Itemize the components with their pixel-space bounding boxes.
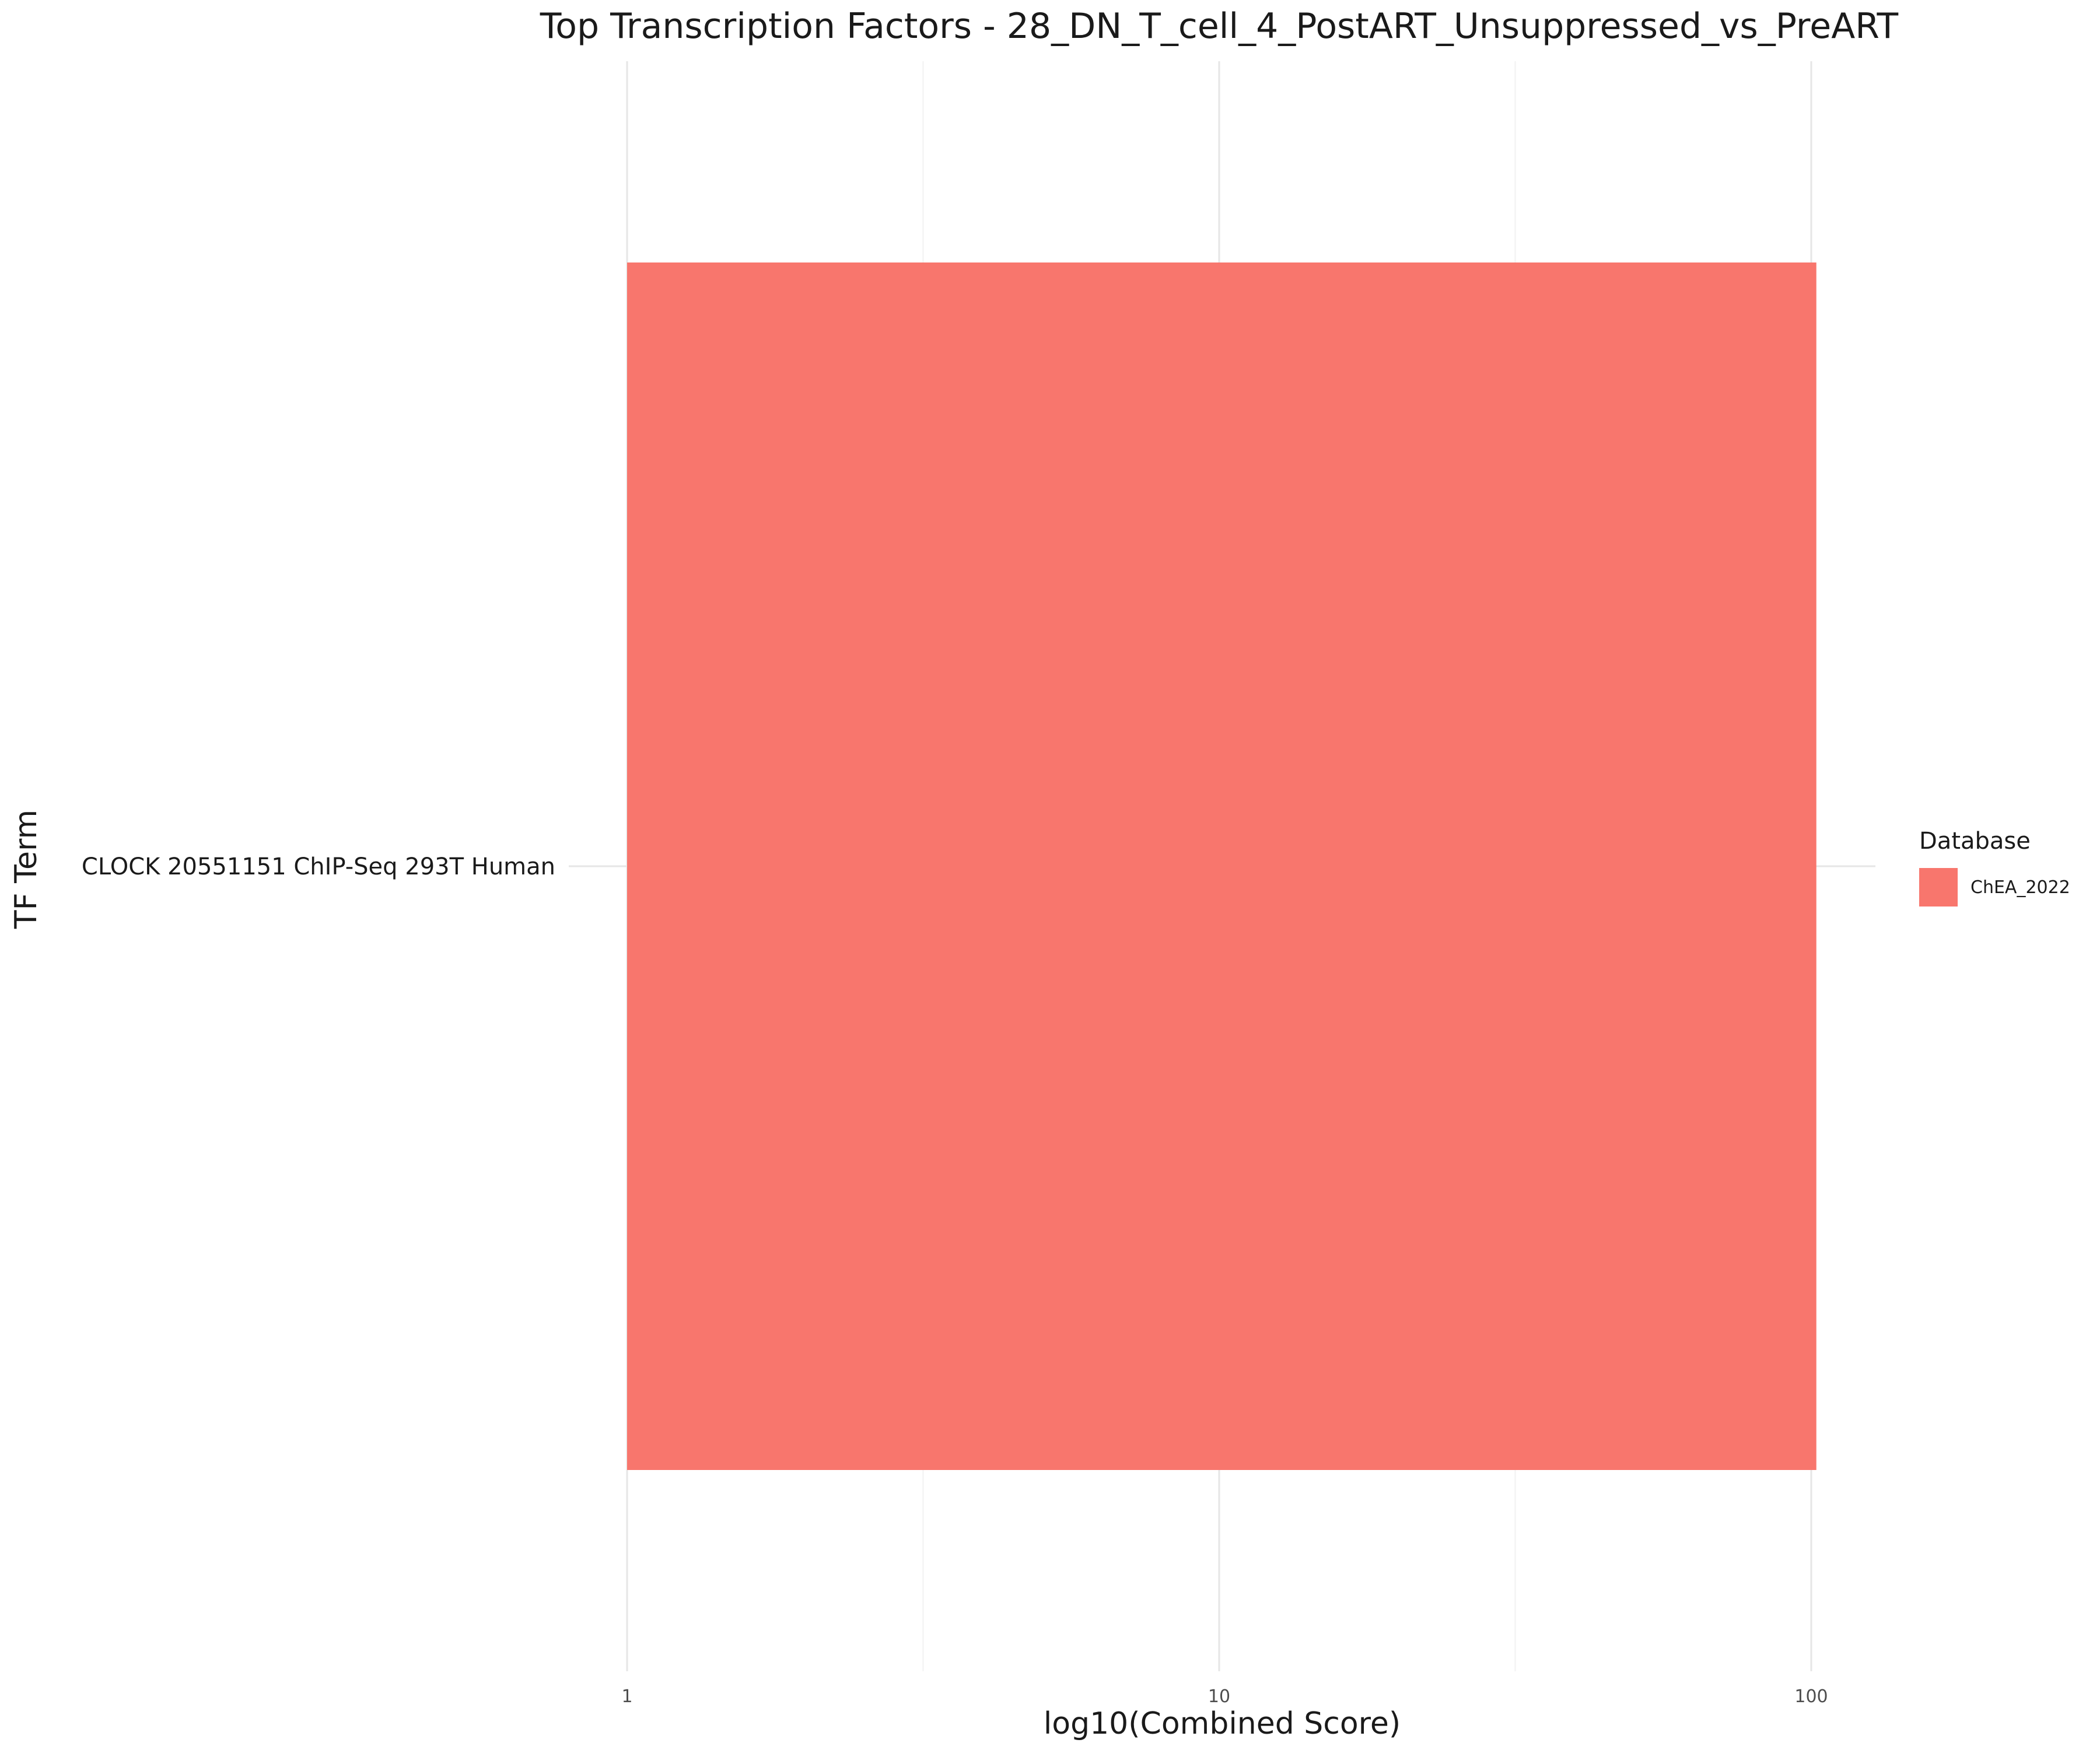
y-axis-title: TF Term [9,810,44,929]
y-axis-ticks: CLOCK 20551151 ChIP-Seq 293T Human [82,853,555,880]
legend-swatch [1919,868,1958,907]
chart-title: Top Transcription Factors - 28_DN_T_cell… [540,6,1899,47]
x-axis-title: log10(Combined Score) [1044,1706,1401,1741]
x-tick-label: 1 [621,1686,632,1707]
x-axis-ticks: 1 10 100 [621,1686,1828,1707]
x-tick-label: 100 [1794,1686,1828,1707]
legend-label: ChEA_2022 [1971,877,2070,898]
legend-title: Database [1919,828,2031,855]
legend-entries: ChEA_2022 [1919,868,2070,907]
plot-panel [569,61,1875,1671]
bar [627,262,1817,1470]
y-tick-label: CLOCK 20551151 ChIP-Seq 293T Human [82,853,555,880]
bars [627,262,1817,1470]
x-tick-label: 10 [1208,1686,1230,1707]
legend: Database ChEA_2022 [1919,828,2070,907]
